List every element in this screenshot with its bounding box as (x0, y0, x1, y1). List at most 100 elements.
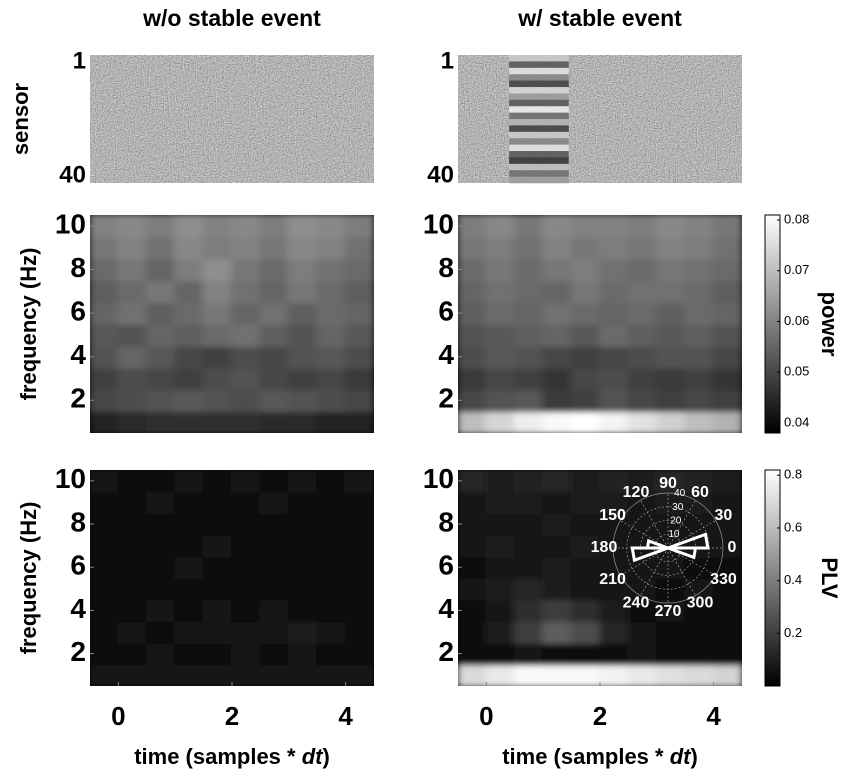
heatmap-cell (655, 279, 687, 304)
heatmap-cell (513, 490, 545, 515)
heatmap-cell (287, 323, 319, 347)
heatmap-cell (344, 490, 374, 515)
heatmap-cell (259, 663, 290, 686)
heatmap-cell (513, 257, 545, 282)
x-axis-label-part: ) (690, 744, 697, 769)
y-tick-label: 8 (70, 252, 86, 283)
heatmap-cell (231, 235, 262, 260)
heatmap-cell (513, 235, 545, 260)
x-tick-label: 4 (706, 701, 721, 731)
heatmap-cell (570, 235, 601, 260)
polar-angle-label: 120 (623, 484, 650, 501)
heatmap-cell (344, 388, 374, 413)
heatmap-cell (684, 641, 715, 666)
heatmap-cell (542, 388, 573, 413)
heatmap-cell (542, 490, 573, 515)
polar-angle-label: 150 (599, 507, 626, 524)
heatmap-cell (570, 577, 601, 601)
heatmap-cell (627, 279, 658, 304)
heatmap-cell (145, 235, 177, 260)
sensor-noise (90, 55, 374, 183)
y-tick-label: 2 (438, 383, 454, 414)
heatmap-cell (570, 410, 601, 433)
heatmap-cell (90, 577, 120, 601)
heatmap-cell (458, 366, 488, 391)
y-tick-label: 2 (70, 383, 86, 414)
heatmap-cell (259, 641, 290, 666)
y-tick-label: 6 (70, 550, 86, 581)
heatmap-cell (485, 663, 516, 686)
heatmap-cell (712, 388, 742, 413)
heatmap-cell (344, 366, 374, 391)
heatmap-cell (712, 323, 742, 347)
event-row (509, 61, 569, 69)
heatmap-cell (145, 577, 177, 601)
heatmap-cell (117, 344, 148, 369)
heatmap-cell (458, 555, 488, 579)
heatmap-cell (287, 620, 319, 644)
rose-wedge (630, 546, 669, 563)
y-tick-label: 4 (438, 339, 454, 370)
y-tick-label: 10 (423, 463, 454, 494)
heatmap-cell (287, 641, 319, 666)
heatmap-cell (231, 215, 262, 238)
heatmap-cell (174, 410, 205, 433)
heatmap-cell (145, 323, 177, 347)
heatmap-cell (231, 301, 262, 325)
heatmap-cell (145, 279, 177, 304)
heatmap-cell (117, 555, 148, 579)
heatmap-cell (599, 620, 630, 644)
heatmap-cell (145, 470, 177, 493)
heatmap-cell (316, 215, 347, 238)
heatmap-cell (287, 470, 319, 493)
heatmap-cell (259, 490, 290, 515)
heatmap-cell (712, 598, 742, 623)
heatmap-cell (259, 577, 290, 601)
heatmap-cell (599, 598, 630, 623)
colorbar-tick-label: 0.6 (784, 519, 802, 534)
y-tick-label: 10 (55, 208, 86, 239)
heatmap-cell (627, 641, 658, 666)
heatmap-cell (259, 301, 290, 325)
heatmap-cell (542, 512, 573, 536)
heatmap-cell (570, 641, 601, 666)
heatmap-cell (712, 620, 742, 644)
heatmap-cell (485, 366, 516, 391)
plot-area (90, 55, 374, 183)
heatmap-cell (599, 388, 630, 413)
heatmap-cell (599, 577, 630, 601)
heatmap-cell (485, 533, 516, 558)
heatmap-cell (712, 641, 742, 666)
heatmap-cell (712, 279, 742, 304)
colorbar-tick-label: 0.07 (784, 262, 809, 277)
heatmap-cell (344, 533, 374, 558)
heatmap-cell (542, 366, 573, 391)
heatmap-cell (287, 301, 319, 325)
heatmap-cell (344, 555, 374, 579)
heatmap-cell (259, 620, 290, 644)
heatmap-cell (570, 555, 601, 579)
heatmap-cell (202, 215, 233, 238)
heatmap-cell (684, 470, 715, 493)
heatmap-cell (287, 366, 319, 391)
heatmap-cell (117, 490, 148, 515)
heatmap-cell (259, 533, 290, 558)
heatmap-cell (287, 215, 319, 238)
heatmap-cell (458, 620, 488, 644)
heatmap-cell (316, 533, 347, 558)
heatmap-cell (599, 533, 630, 558)
heatmap-cell (90, 215, 120, 238)
event-row (509, 170, 569, 177)
heatmap-cell (513, 598, 545, 623)
colorbar-label: PLV (817, 557, 842, 598)
heatmap-cell (513, 555, 545, 579)
heatmap-cell (117, 577, 148, 601)
x-tick-label: 4 (338, 701, 353, 731)
heatmap-cell (542, 257, 573, 282)
x-axis-label-part: dt (670, 744, 692, 769)
colorbar (764, 214, 781, 434)
heatmap-cell (117, 533, 148, 558)
x-tick-label: 2 (593, 701, 607, 731)
heatmap-cell (458, 663, 488, 686)
heatmap-cell (174, 555, 205, 579)
